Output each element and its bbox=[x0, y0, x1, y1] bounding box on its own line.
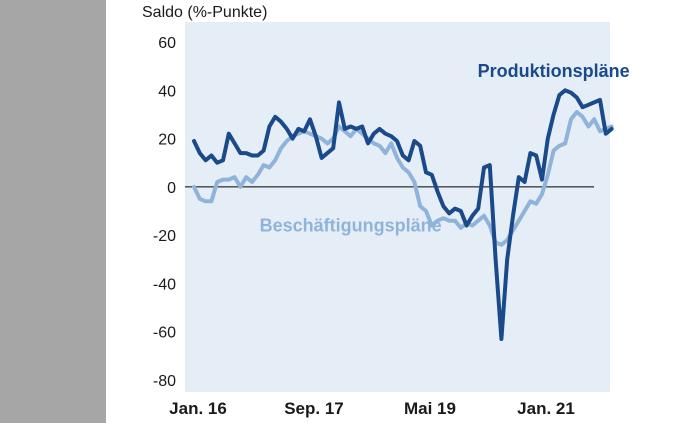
x-tick-label: Jan. 16 bbox=[169, 399, 227, 418]
x-tick-label: Sep. 17 bbox=[284, 399, 344, 418]
y-tick-label: 0 bbox=[167, 180, 176, 197]
y-tick-label: -40 bbox=[153, 276, 176, 293]
side-bar bbox=[0, 0, 106, 423]
series-annotations: Produktionspläne Beschäftigungspläne bbox=[260, 61, 630, 236]
y-tick-label: 60 bbox=[158, 35, 176, 52]
series-annotation: Produktionspläne bbox=[478, 61, 630, 81]
y-tick-label: 40 bbox=[158, 83, 176, 100]
series-annotation: Beschäftigungspläne bbox=[260, 215, 442, 235]
y-axis: 60 40 20 0 -20 -40 -60 -80 bbox=[153, 35, 176, 390]
series-line-beschaeftigungsplaene bbox=[192, 110, 614, 247]
plot-area bbox=[185, 22, 610, 392]
y-axis-label: Saldo (%-Punkte) bbox=[142, 4, 267, 21]
y-tick-label: -80 bbox=[153, 373, 176, 390]
series-line-produktionsplaene bbox=[192, 88, 614, 341]
y-tick-label: -20 bbox=[153, 228, 176, 245]
x-tick-label: Mai 19 bbox=[404, 399, 456, 418]
y-tick-label: -60 bbox=[153, 325, 176, 342]
series-lines bbox=[192, 88, 614, 341]
x-tick-label: Jan. 21 bbox=[517, 399, 575, 418]
x-axis: Jan. 16 Sep. 17 Mai 19 Jan. 21 bbox=[169, 399, 575, 418]
y-tick-label: 20 bbox=[158, 132, 176, 149]
